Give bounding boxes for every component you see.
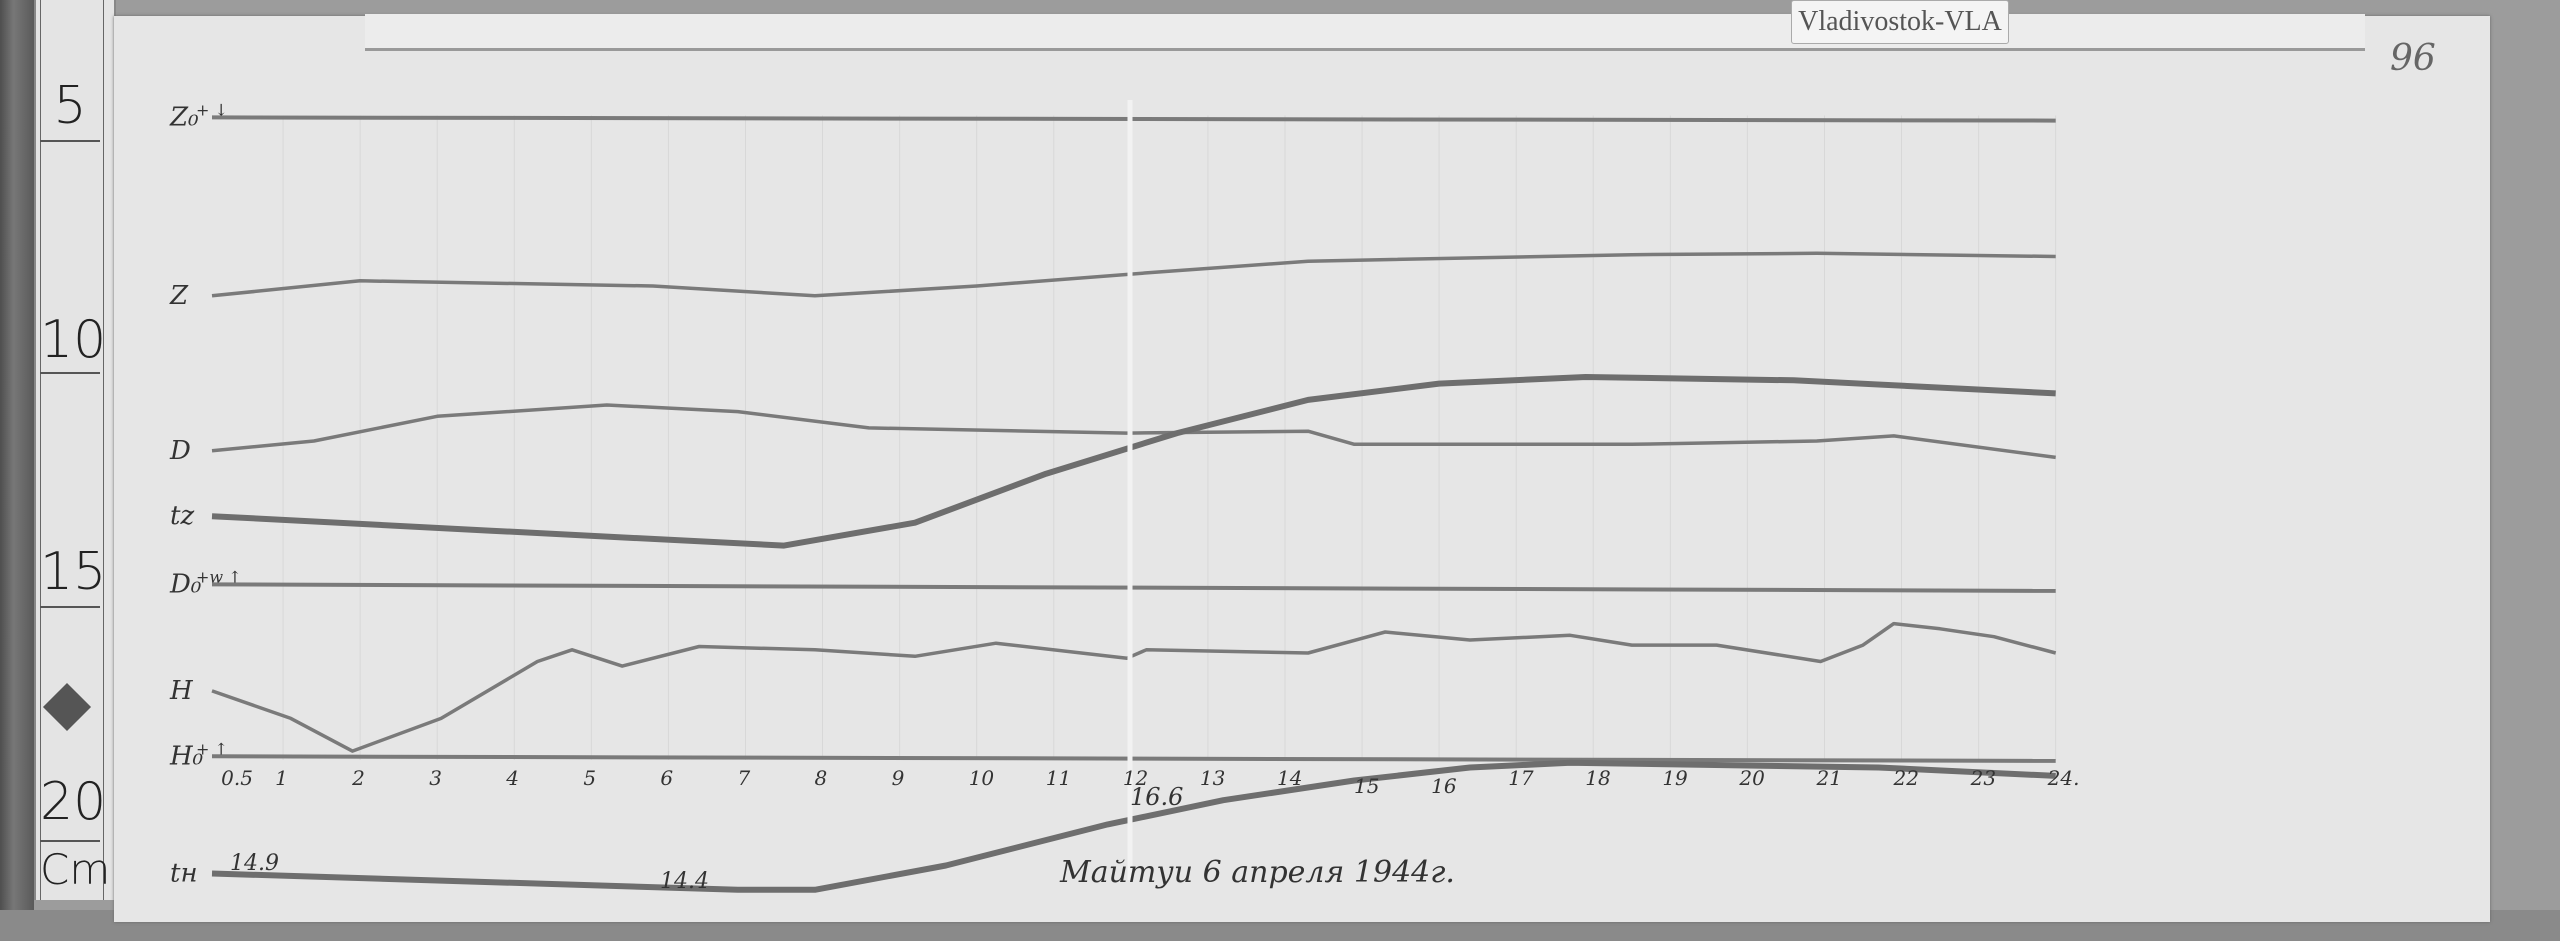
trace-h-6	[211, 754, 2056, 763]
trace-label-sign: +w ↑	[196, 567, 242, 586]
x-tick-label: 14	[1277, 766, 1302, 790]
ruler-divider	[40, 140, 100, 142]
trace-z-0	[211, 115, 2056, 123]
trace-z-1	[211, 251, 2056, 298]
trace-label: D	[169, 436, 191, 466]
x-tick-label: 1	[275, 766, 288, 790]
x-tick-label: 13	[1200, 766, 1225, 790]
x-tick-label: 9	[892, 766, 905, 790]
page-number: 96	[2390, 38, 2436, 79]
x-tick-label: 8	[815, 766, 828, 790]
x-tick-label: 23	[1970, 766, 1996, 790]
x-tick-label: 17	[1508, 766, 1534, 790]
trace-h-5	[211, 621, 2057, 753]
ruler-mark-15: 15	[40, 542, 107, 602]
x-tick-label: 3	[429, 766, 442, 790]
hour-tick-labels: 0.5 1 2 3 4 5 6 7 8 9 10 11 12 13 14 15 16 17 18 19 20 21 22 23…	[221, 766, 2079, 798]
ruler-divider	[40, 840, 100, 842]
caption: Майтуи 6 апреля 1944г.	[1059, 855, 1455, 890]
trace-label: Z	[169, 281, 189, 311]
annotation-16-6: 16.6	[1130, 783, 1183, 811]
x-tick-label: 20	[1738, 766, 1765, 790]
x-tick-label: 15	[1354, 774, 1379, 798]
x-tick-label: 12	[1123, 766, 1148, 790]
ruler-frame	[40, 0, 104, 900]
cm-ruler: 5 10 15 20 Cm	[34, 0, 116, 900]
x-tick-label: 0.5	[221, 766, 253, 790]
x-tick-label: 2	[351, 766, 365, 790]
x-tick-label: 19	[1662, 766, 1688, 790]
trace-d-4	[211, 582, 2056, 593]
trace-label: tz	[170, 501, 194, 531]
trace-label: D₀	[169, 569, 202, 599]
x-tick-label: 7	[737, 766, 750, 790]
x-tick-label: 16	[1431, 774, 1457, 798]
ruler-mark-10: 10	[40, 310, 107, 370]
ruler-mark-5: 5	[53, 76, 87, 136]
trace-label: Z₀	[169, 102, 199, 132]
ruler-unit: Cm	[40, 845, 111, 894]
trace-label: H	[169, 676, 194, 706]
trace-label: H₀	[169, 741, 204, 771]
annotation-14-4: 14.4	[660, 869, 709, 894]
station-label: Vladivostok-VLA	[1791, 0, 2009, 44]
x-tick-label: 6	[660, 766, 673, 790]
x-tick-label: 11	[1046, 766, 1071, 790]
x-tick-label: 4	[505, 766, 519, 790]
trace-label: tн	[170, 858, 198, 888]
ruler-divider	[40, 606, 100, 608]
x-tick-label: 22	[1893, 766, 1919, 790]
x-tick-label: 21	[1815, 766, 1841, 790]
trace-tz-3	[211, 374, 2056, 549]
wood-background	[0, 0, 34, 941]
tape-strip	[365, 14, 2365, 51]
ruler-divider	[40, 372, 100, 374]
trace-d-2	[211, 403, 2056, 460]
x-tick-label: 5	[583, 766, 596, 790]
magnetogram-sheet	[114, 16, 2490, 922]
trace-labels: Z₀+ ↓ Z Dtz D₀+w ↑ H H₀+ ↑ tн	[169, 100, 242, 888]
x-tick-label: 18	[1585, 766, 1610, 790]
x-tick-label: 24.	[2047, 766, 2080, 790]
trace-label-sign: + ↑	[196, 739, 228, 758]
x-tick-label: 10	[969, 766, 995, 790]
trace-label-sign: + ↓	[196, 100, 228, 119]
ruler-mark-20: 20	[40, 772, 107, 832]
annotation-14-9: 14.9	[230, 851, 279, 876]
trace-tн-7	[211, 759, 2056, 893]
traces	[211, 115, 2057, 893]
